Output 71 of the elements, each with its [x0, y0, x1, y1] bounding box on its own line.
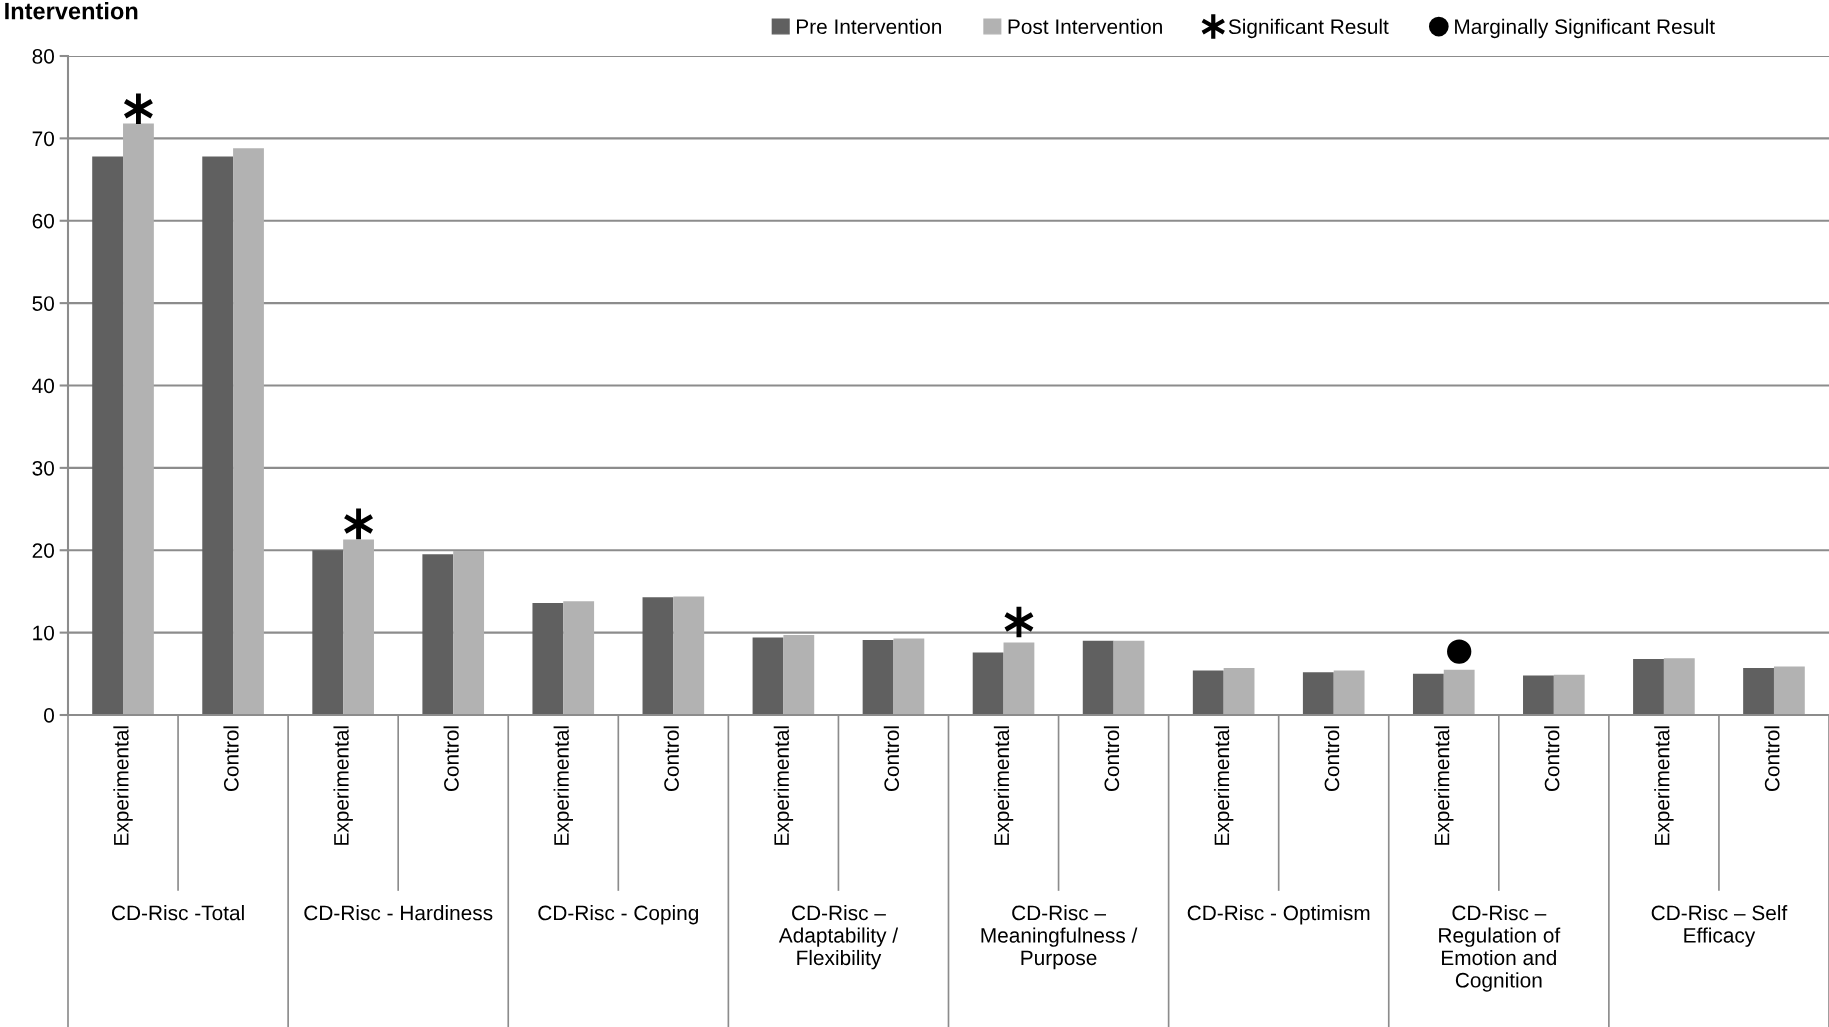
bar: [1743, 668, 1774, 715]
text: CD-Risc – Regulation of Emotion and Cognition: [1439, 905, 1561, 992]
legend-label: Pre Intervention: [797, 18, 942, 35]
y-tick-label: 40: [32, 378, 54, 394]
bar: [123, 123, 154, 715]
x-tick-label: Control: [663, 726, 679, 792]
legend-label: Significant Result: [1228, 18, 1389, 39]
text: CD-Risc - Coping: [538, 905, 699, 925]
bar: [453, 551, 485, 715]
y-tick-label: 0: [44, 708, 54, 723]
x-tick-label: Control: [443, 726, 459, 792]
bar: [1082, 640, 1114, 715]
chart-title: Intervention: [5, 2, 138, 20]
y-tick-label: 80: [32, 49, 54, 64]
x-tick-label: Control: [1544, 726, 1560, 792]
x-tick-label: Experimental: [333, 726, 353, 845]
x-tick-label: Control: [883, 726, 900, 792]
x-tick-label: Control: [223, 726, 239, 792]
text: CD-Risc – Self Efficacy: [1651, 905, 1788, 947]
bar: [972, 652, 1004, 715]
x-tick-label: Experimental: [993, 726, 1014, 845]
bar: [422, 554, 454, 715]
x-tick-label: Control: [1103, 726, 1120, 792]
x-tick-label: Control: [1764, 726, 1780, 792]
bar: [673, 596, 705, 715]
x-tick-label: Experimental: [1213, 726, 1234, 845]
x-tick-label: Experimental: [1434, 726, 1454, 845]
y-tick-label: 60: [32, 213, 54, 229]
bar: [233, 148, 264, 715]
bar: [1773, 666, 1805, 715]
y-tick-label: 20: [32, 543, 54, 558]
bar: [1003, 642, 1035, 715]
text: CD-Risc -Total: [111, 905, 244, 921]
bar: [1443, 669, 1475, 715]
bar: [642, 597, 674, 715]
bar: [1523, 675, 1554, 715]
text: CD-Risc - Hardiness: [304, 905, 493, 921]
x-tick-label: Experimental: [113, 726, 133, 845]
bar: [312, 550, 344, 715]
text: CD-Risc – Meaningfulness / Purpose: [981, 905, 1138, 970]
bar: [343, 539, 374, 715]
bar: [1663, 658, 1695, 715]
bar: [1333, 670, 1365, 715]
x-tick-label: Experimental: [773, 726, 794, 845]
bar: [92, 156, 124, 715]
y-tick-label: 30: [32, 460, 54, 476]
point: [1447, 639, 1472, 664]
bar: [893, 638, 925, 715]
bar: [862, 640, 894, 715]
bar: [1302, 672, 1334, 715]
bar: [1412, 673, 1444, 715]
bar: [563, 601, 595, 715]
bar: [1553, 674, 1585, 715]
bar: [752, 637, 784, 715]
bar: [1192, 670, 1224, 715]
legend-label: Post Intervention: [1008, 18, 1162, 35]
legend-label: Marginally Significant Result: [1455, 18, 1715, 39]
bar: [783, 635, 815, 715]
x-tick-label: Control: [1324, 726, 1340, 792]
y-tick-label: 10: [33, 625, 54, 641]
bar: [1633, 658, 1664, 715]
bar: [1113, 640, 1145, 715]
text: CD-Risc – Adaptability / Flexibility: [778, 905, 899, 970]
x-tick-label: Experimental: [553, 726, 573, 845]
y-tick-label: 70: [32, 131, 54, 147]
y-tick-label: 50: [32, 296, 54, 311]
bar: [532, 602, 564, 715]
bar: [1223, 668, 1255, 715]
bar: [202, 156, 234, 715]
x-tick-label: Experimental: [1654, 726, 1674, 845]
text: CD-Risc - Optimism: [1187, 905, 1370, 925]
